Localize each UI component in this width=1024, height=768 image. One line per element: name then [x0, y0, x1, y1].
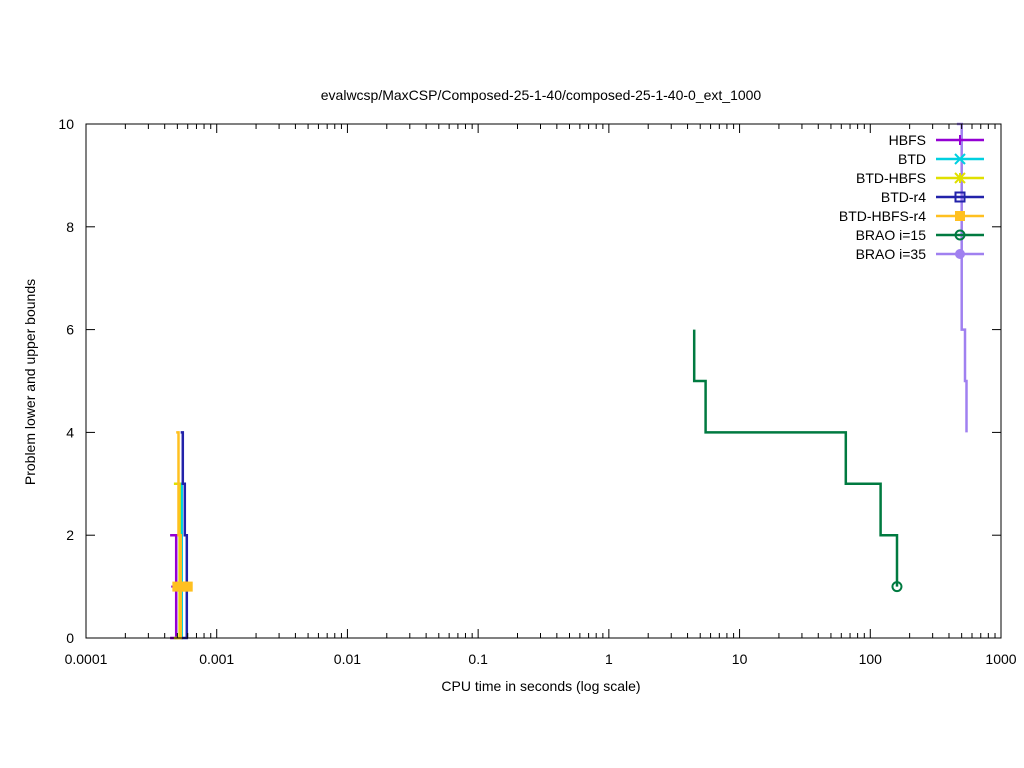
y-tick-label: 6 — [66, 322, 74, 338]
marker-shape — [955, 211, 965, 221]
y-tick-label: 4 — [66, 424, 74, 440]
series-5 — [692, 329, 903, 593]
x-tick-label: 0.1 — [468, 651, 488, 667]
marker-stroke — [954, 153, 966, 165]
y-axis-label: Problem lower and upper bounds — [22, 279, 38, 485]
marker-stroke — [954, 172, 966, 184]
x-tick-label: 1 — [605, 651, 613, 667]
x-axis-label: CPU time in seconds (log scale) — [441, 678, 640, 694]
legend-marker — [955, 249, 965, 259]
legend-marker — [954, 153, 966, 165]
marker-shape — [955, 249, 965, 259]
series-line — [180, 431, 189, 640]
y-tick-label: 10 — [58, 116, 74, 132]
marker-shape — [891, 581, 903, 593]
legend-marker — [954, 191, 966, 203]
legend-marker — [954, 229, 966, 241]
axes: 0.0001 0.001 0.01 0.1 1 10 100 1000 0 2 4 6 8 10 — [58, 116, 1016, 667]
series-3 — [180, 431, 189, 640]
x-tick-label: 100 — [859, 651, 883, 667]
y-tick-label: 2 — [66, 527, 74, 543]
x-tick-label: 0.01 — [334, 651, 361, 667]
legend-item: BRAO i=15 — [856, 227, 984, 243]
marker-shape — [954, 229, 966, 241]
legend-item: BRAO i=35 — [856, 246, 984, 262]
legend-item: HBFS — [889, 132, 984, 148]
x-tick-label: 0.001 — [199, 651, 234, 667]
legend-label: BTD — [898, 151, 926, 167]
legend-marker — [955, 211, 965, 221]
legend-item: BTD — [898, 151, 984, 167]
data-point — [172, 581, 183, 592]
plot-frame — [85, 123, 1002, 639]
legend-item: BTD-r4 — [881, 189, 984, 205]
legend-item: BTD-HBFS-r4 — [839, 208, 984, 224]
legend-label: BTD-r4 — [881, 189, 926, 205]
legend-label: BRAO i=15 — [856, 227, 927, 243]
legend-item: BTD-HBFS — [856, 170, 984, 186]
legend-label: BTD-HBFS-r4 — [839, 208, 926, 224]
legend-label: BTD-HBFS — [856, 170, 926, 186]
legend-label: BRAO i=35 — [856, 246, 927, 262]
y-tick-label: 8 — [66, 219, 74, 235]
x-tick-label: 1000 — [985, 651, 1016, 667]
chart-title: evalwcsp/MaxCSP/Composed-25-1-40/compose… — [321, 87, 762, 103]
data-point — [891, 581, 903, 593]
legend-marker — [955, 135, 965, 145]
series-line — [692, 329, 899, 587]
x-tick-label: 10 — [732, 651, 748, 667]
legend-marker — [954, 172, 966, 184]
legend: HBFS BTD BTD-HBFS BTD-r4 BTD-HBFS-r4 BRAO i=1… — [839, 132, 984, 262]
y-tick-label: 0 — [66, 630, 74, 646]
legend-label: HBFS — [889, 132, 926, 148]
data-point — [182, 581, 193, 592]
x-tick-label: 0.0001 — [65, 651, 108, 667]
marker-shape — [954, 191, 966, 203]
marker-shape — [172, 581, 183, 592]
marker-shape — [182, 581, 193, 592]
